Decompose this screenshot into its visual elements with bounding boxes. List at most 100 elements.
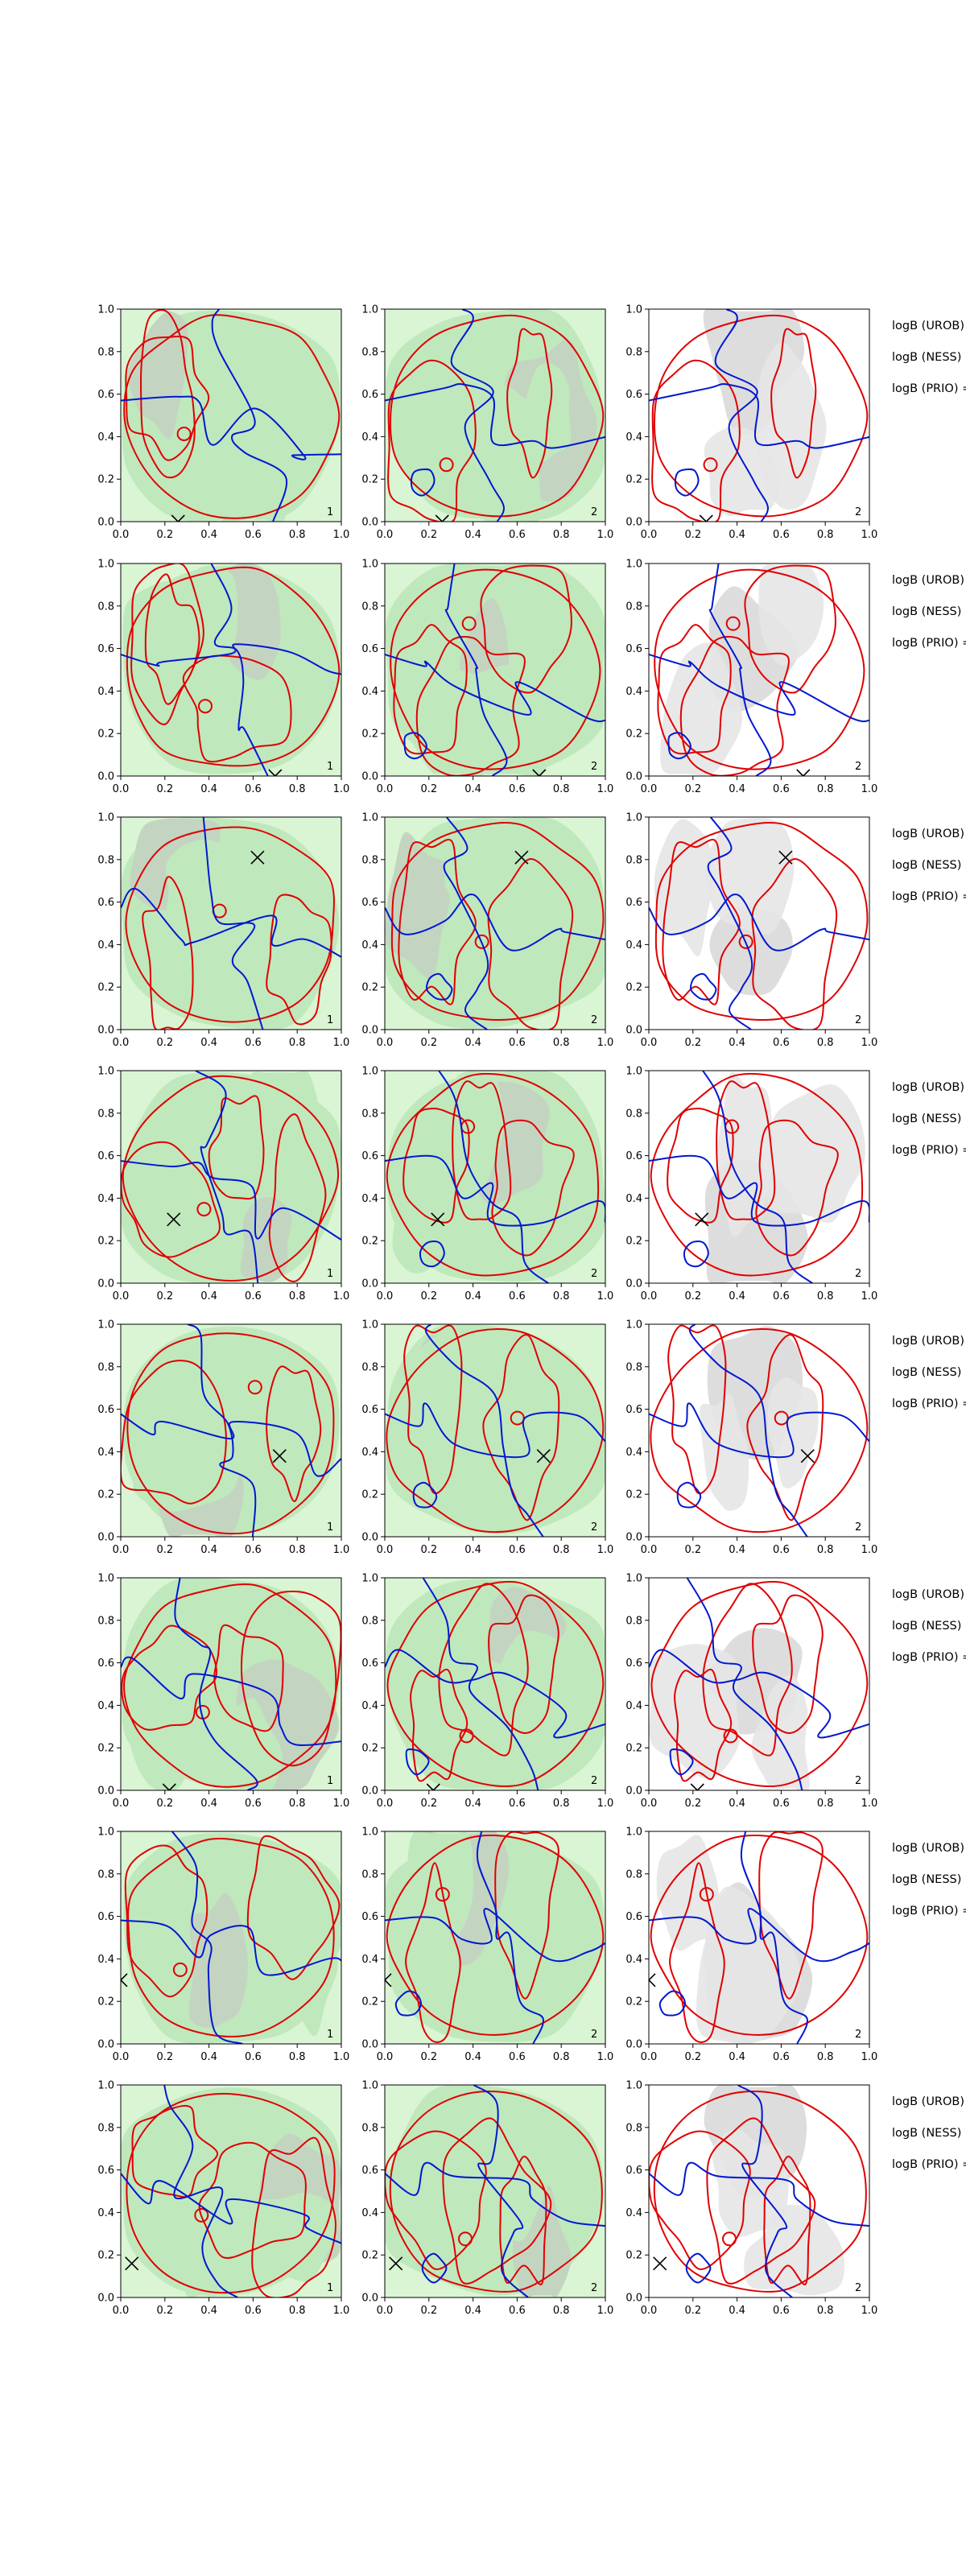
side-label: logB (UROB) =	[892, 828, 966, 840]
x-tick-label: 0.2	[156, 1544, 173, 1556]
y-tick-label: 1.0	[361, 1319, 378, 1331]
x-tick-label: 1.0	[861, 529, 878, 541]
y-tick-label: 0.2	[97, 1743, 114, 1755]
blue-contour	[121, 887, 341, 958]
x-tick-label: 0.6	[509, 1798, 526, 1810]
x-tick-label: 0.8	[289, 1544, 306, 1556]
y-tick-label: 1.0	[97, 1319, 114, 1331]
y-tick-label: 1.0	[361, 304, 378, 316]
panel-r7-c3: 2 0.0 0.2 0.4 0.6 0.8 1.0 0.0 0.2 0.4 0.6 0.8 1.0	[625, 1827, 877, 2064]
side-label: logB (UROB) =	[892, 1081, 966, 1094]
panel-frame	[384, 816, 606, 1030]
panel-number: 2	[591, 1268, 597, 1280]
y-tick-label: 0.8	[97, 1868, 114, 1880]
red-contour	[679, 636, 790, 776]
y-tick-label: 0.4	[625, 1447, 642, 1459]
y-tick-label: 0.2	[97, 1236, 114, 1248]
x-tick-label: 1.0	[333, 2051, 350, 2063]
red-contour	[650, 1580, 869, 1787]
red-contour	[494, 1831, 559, 2000]
red-contour	[657, 624, 732, 755]
red-contour	[716, 1080, 776, 1220]
y-tick-label: 0.8	[625, 1868, 642, 1880]
red-contour	[194, 2207, 209, 2223]
x-tick-label: 0.8	[289, 529, 306, 541]
y-tick-label: 0.8	[625, 1108, 642, 1120]
y-tick-label: 0.8	[625, 1361, 642, 1373]
blue-contour	[438, 1071, 549, 1283]
blue-contour	[714, 309, 769, 522]
x-tick-label: 0.2	[420, 2051, 437, 2063]
panel-number: 2	[855, 1268, 861, 1280]
red-contour	[386, 1072, 600, 1277]
red-contour	[702, 1583, 793, 1757]
red-contour	[653, 2090, 867, 2293]
red-contour	[651, 359, 741, 522]
red-contour	[480, 564, 572, 694]
x-tick-label: 0.2	[684, 783, 701, 795]
panel-frame	[120, 816, 342, 1030]
side-label: logB (NESS) =	[892, 1873, 966, 1886]
panel-frame	[384, 1323, 606, 1538]
y-tick-label: 0.0	[625, 2039, 642, 2051]
filled-region	[656, 1835, 720, 1951]
y-tick-label: 1.0	[625, 559, 642, 571]
red-contour	[452, 1080, 512, 1220]
blue-contour	[121, 2173, 341, 2244]
side-label: logB (UROB) =	[892, 1842, 966, 1855]
x-tick-label: 1.0	[333, 2305, 350, 2317]
y-tick-label: 0.4	[97, 1193, 114, 1205]
y-tick-label: 0.8	[361, 1108, 378, 1120]
y-tick-label: 0.0	[97, 2293, 114, 2305]
y-tick-label: 0.0	[625, 2293, 642, 2305]
blue-contour	[708, 564, 772, 776]
panel-frame	[648, 1831, 870, 2045]
filled-region	[756, 342, 827, 510]
x-tick-label: 0.4	[729, 1037, 745, 1049]
panel-r1-c2: 2 0.0 0.2 0.4 0.6 0.8 1.0 0.0 0.2 0.4 0.6 0.8 1.0	[361, 304, 613, 542]
y-tick-label: 1.0	[97, 1827, 114, 1839]
x-tick-label: 0.6	[773, 783, 790, 795]
x-tick-label: 0.4	[729, 1290, 745, 1302]
x-tick-label: 1.0	[861, 2305, 878, 2317]
red-contour	[650, 1072, 864, 1277]
red-contour	[706, 2117, 816, 2285]
x-tick-label: 0.4	[464, 529, 481, 541]
y-tick-label: 0.4	[625, 1954, 642, 1966]
blue-contour	[174, 1578, 258, 1790]
red-contour	[723, 1728, 738, 1744]
blue-contour	[385, 2161, 605, 2227]
x-tick-label: 1.0	[597, 1798, 614, 1810]
y-tick-label: 0.6	[97, 1657, 114, 1670]
y-tick-label: 0.2	[97, 729, 114, 741]
blue-contour	[649, 1402, 869, 1459]
red-contour	[403, 1324, 463, 1495]
y-tick-label: 1.0	[625, 1066, 642, 1078]
x-tick-label: 1.0	[597, 529, 614, 541]
x-tick-label: 0.4	[729, 2051, 745, 2063]
y-tick-label: 0.6	[625, 1150, 642, 1162]
x-tick-label: 0.8	[289, 2305, 306, 2317]
x-marker	[167, 1212, 181, 1227]
red-contour	[121, 1141, 221, 1258]
x-tick-label: 1.0	[333, 1290, 350, 1302]
red-contour	[121, 1624, 217, 1731]
x-tick-label: 0.2	[156, 783, 173, 795]
blue-contour	[121, 1656, 341, 1746]
y-tick-label: 0.4	[97, 686, 114, 698]
side-label: logB (PRIO) =	[892, 1397, 966, 1410]
x-tick-label: 0.0	[113, 783, 130, 795]
filled-region	[155, 1080, 221, 1250]
x-tick-label: 1.0	[597, 2305, 614, 2317]
x-marker	[695, 1212, 709, 1227]
red-contour	[725, 616, 741, 631]
panel-frame	[120, 1070, 342, 1284]
y-tick-label: 0.6	[361, 389, 378, 401]
y-tick-label: 0.8	[97, 2122, 114, 2134]
x-marker	[536, 1449, 551, 1463]
blue-contour	[405, 1748, 430, 1776]
panel-number: 2	[591, 2282, 597, 2294]
x-tick-label: 1.0	[861, 1798, 878, 1810]
panel-frame	[384, 2084, 606, 2298]
y-tick-label: 0.2	[361, 474, 378, 486]
